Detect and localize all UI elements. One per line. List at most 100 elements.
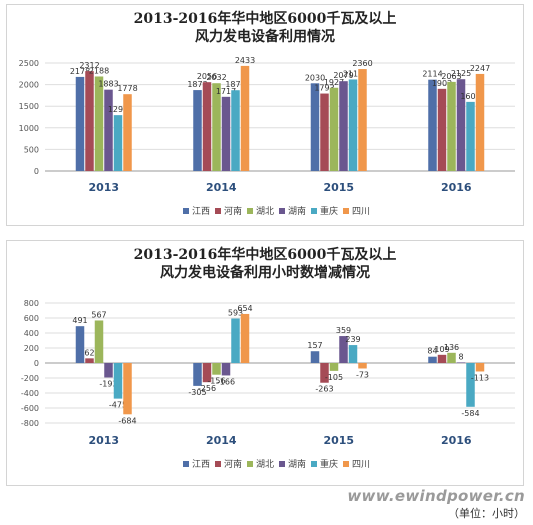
legend-label: 湖北 <box>256 459 274 470</box>
y-tick-label: 2000 <box>19 81 39 90</box>
data-label: -263 <box>315 385 333 394</box>
bar <box>75 76 85 171</box>
change-bar-chart: -800 -600 -400 -200 0 200 400 600 800 491 62 567 -19… <box>21 299 515 470</box>
data-label: -105 <box>325 373 343 382</box>
legend-label: 湖北 <box>256 206 274 217</box>
legend-swatch <box>279 208 285 214</box>
bar <box>466 363 475 407</box>
category-label: 2016 <box>441 434 472 447</box>
y-tick-label: -200 <box>21 374 39 383</box>
legend-label: 河南 <box>224 205 242 217</box>
bar <box>113 115 123 171</box>
data-label: -156 <box>207 377 225 386</box>
legend-label: 湖南 <box>288 458 306 470</box>
bar <box>212 83 221 171</box>
bar <box>437 354 447 363</box>
y-tick-label: 1500 <box>19 102 39 111</box>
data-label: 491 <box>72 316 87 325</box>
bar <box>193 90 202 171</box>
bar <box>475 73 485 171</box>
data-label: 1873 <box>187 80 207 89</box>
category-label: 2016 <box>441 181 472 194</box>
bar <box>104 363 113 378</box>
y-tick-label: -800 <box>21 419 39 428</box>
bar <box>231 318 240 363</box>
data-label: -113 <box>471 373 489 382</box>
bar <box>358 363 367 369</box>
data-label: 1778 <box>117 84 137 93</box>
legend-label: 重庆 <box>320 458 338 470</box>
data-label: 84 <box>427 347 437 356</box>
bar <box>310 83 320 171</box>
data-label: -166 <box>217 377 235 386</box>
data-label: 2312 <box>79 61 99 70</box>
data-label: 2030 <box>305 73 325 82</box>
bar <box>320 363 329 383</box>
data-label: 2063 <box>441 72 461 81</box>
bar <box>104 89 113 171</box>
data-label: 109 <box>434 345 449 354</box>
data-label: 239 <box>345 335 360 344</box>
legend-swatch <box>343 461 349 467</box>
chart-1-title-line1: 2013-2016年华中地区6000千瓦及以上 <box>133 11 397 27</box>
bar <box>456 79 466 171</box>
legend-label: 河南 <box>224 458 242 470</box>
bar <box>447 352 456 363</box>
bar <box>339 81 348 171</box>
bar <box>456 362 466 363</box>
data-label: 2119 <box>343 69 363 78</box>
data-label: 2056 <box>197 72 217 81</box>
bar <box>447 81 456 171</box>
data-label: 2114 <box>422 70 442 79</box>
y-tick-label: -600 <box>21 404 39 413</box>
data-label: 359 <box>336 326 351 335</box>
bar <box>231 90 240 171</box>
chart-2-title-line1: 2013-2016年华中地区6000千瓦及以上 <box>133 247 397 263</box>
data-label: 1927 <box>324 78 344 87</box>
bar <box>358 69 367 171</box>
data-label: -256 <box>198 384 216 393</box>
legend-swatch <box>215 461 221 467</box>
bar <box>94 320 104 363</box>
legend-swatch <box>311 208 317 214</box>
bar <box>85 71 94 171</box>
legend-label: 四川 <box>352 207 370 217</box>
y-tick-label: 0 <box>34 167 39 176</box>
data-label: 2079 <box>333 71 353 80</box>
bar <box>240 65 250 171</box>
bar <box>310 351 320 363</box>
data-label: 2247 <box>470 64 490 73</box>
legend-swatch <box>311 461 317 467</box>
bar <box>240 313 250 363</box>
data-label: 2188 <box>89 66 109 75</box>
y-tick-label: 1000 <box>19 124 39 133</box>
bar <box>320 93 329 171</box>
data-label: 136 <box>444 343 459 352</box>
data-label: -684 <box>118 416 136 425</box>
y-tick-label: 0 <box>34 359 39 368</box>
data-label: 1793 <box>314 84 334 93</box>
bar <box>437 88 447 171</box>
chart-panel-utilization: 2013-2016年华中地区6000千瓦及以上 风力发电设备利用情况 0 500 1… <box>6 4 524 226</box>
legend-swatch <box>247 208 253 214</box>
data-label: 1870 <box>225 80 245 89</box>
y-tick-label: 800 <box>24 299 39 308</box>
bar <box>348 79 358 171</box>
data-label: 1600 <box>460 92 480 101</box>
data-label: -193 <box>99 379 117 388</box>
data-label: 1717 <box>216 87 236 96</box>
category-label: 2013 <box>88 434 119 447</box>
data-label: 1883 <box>98 80 118 89</box>
y-tick-label: -400 <box>21 389 39 398</box>
bar <box>94 76 104 171</box>
legend-label: 重庆 <box>320 205 338 217</box>
category-label: 2014 <box>206 181 237 194</box>
bar <box>85 358 94 363</box>
bar <box>193 363 202 386</box>
category-label: 2014 <box>206 434 237 447</box>
legend-swatch <box>215 208 221 214</box>
legend-label: 江西 <box>192 206 210 217</box>
legend-swatch <box>343 208 349 214</box>
bar <box>339 336 348 363</box>
